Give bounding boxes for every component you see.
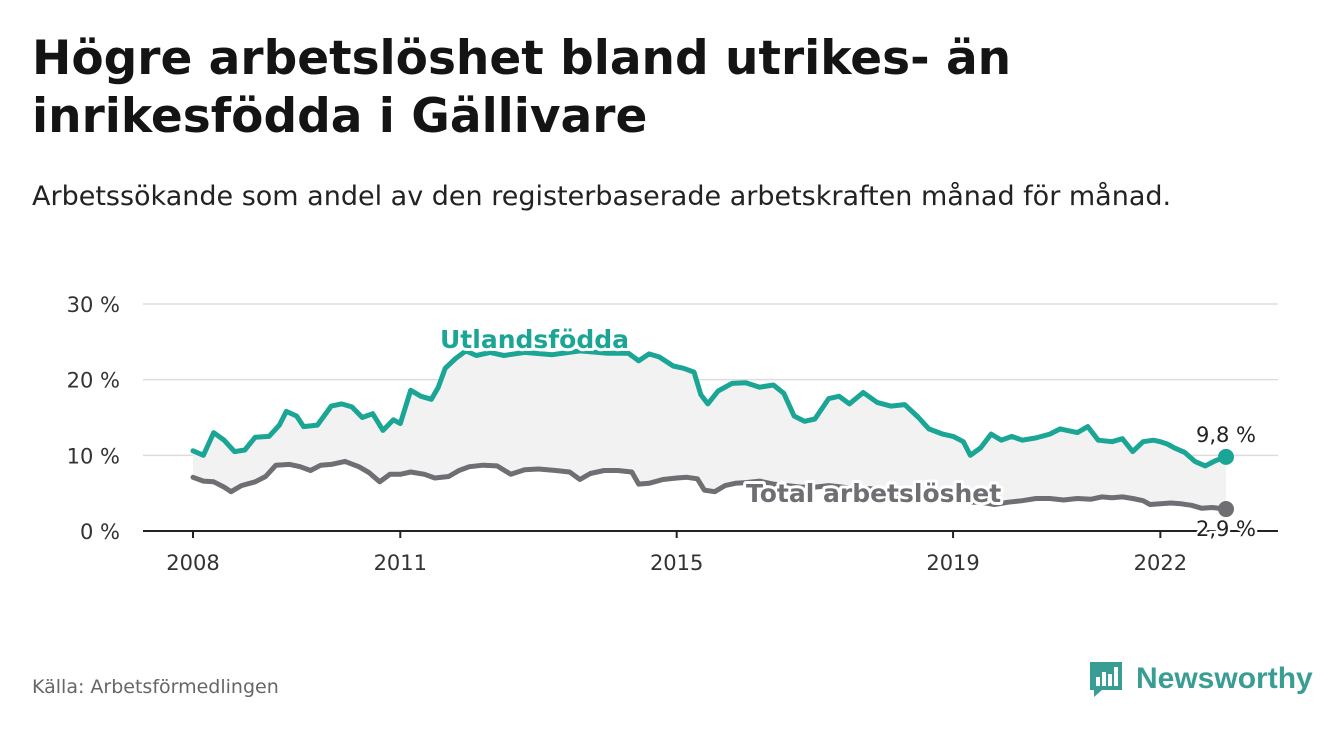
chart-title: Högre arbetslöshet bland utrikes- än inr… [32,31,1012,144]
end-value-total: 2,9 % [1196,517,1256,541]
series-lines [190,348,1234,518]
series-line-utlandsfodda [190,348,1229,469]
x-tick-label: 2008 [166,551,219,575]
chart-subtitle: Arbetssökande som andel av den registerb… [32,181,1172,212]
endpoint-total [1218,501,1234,518]
y-tick-label: 0 % [80,520,120,544]
axis-labels: 0 % 10 % 20 % 30 % 2008 2011 2015 2019 2022 [67,293,1187,575]
y-tick-label: 10 % [67,444,120,468]
difference-band [193,350,1226,510]
brand-name: Newsworthy [1136,662,1313,695]
end-value-utlandsfodda: 9,8 % [1196,423,1256,447]
x-tick-label: 2015 [650,551,703,575]
y-tick-label: 20 % [67,369,120,393]
source-note: Källa: Arbetsförmedlingen [32,676,279,698]
endpoint-utlandsfodda [1218,448,1234,465]
series-line-total [190,458,1229,512]
x-tick-label: 2011 [374,551,427,575]
difference-area [193,350,1226,510]
y-tick-label: 30 % [67,293,120,317]
series-labels: Utlandsfödda Total arbetslöshet 9,8 % 2,9 % [437,322,1259,544]
series-label-utlandsfodda: Utlandsfödda [440,325,629,354]
brand-logo[interactable]: Newsworthy [1088,660,1313,698]
x-tick-label: 2019 [926,551,979,575]
line-chart: 0 % 10 % 20 % 30 % 2008 2011 2015 2019 2022 Utla… [67,293,1278,575]
series-label-total: Total arbetslöshet [746,479,1001,508]
bar-chart-icon [1090,662,1122,697]
x-tick-label: 2022 [1134,551,1187,575]
